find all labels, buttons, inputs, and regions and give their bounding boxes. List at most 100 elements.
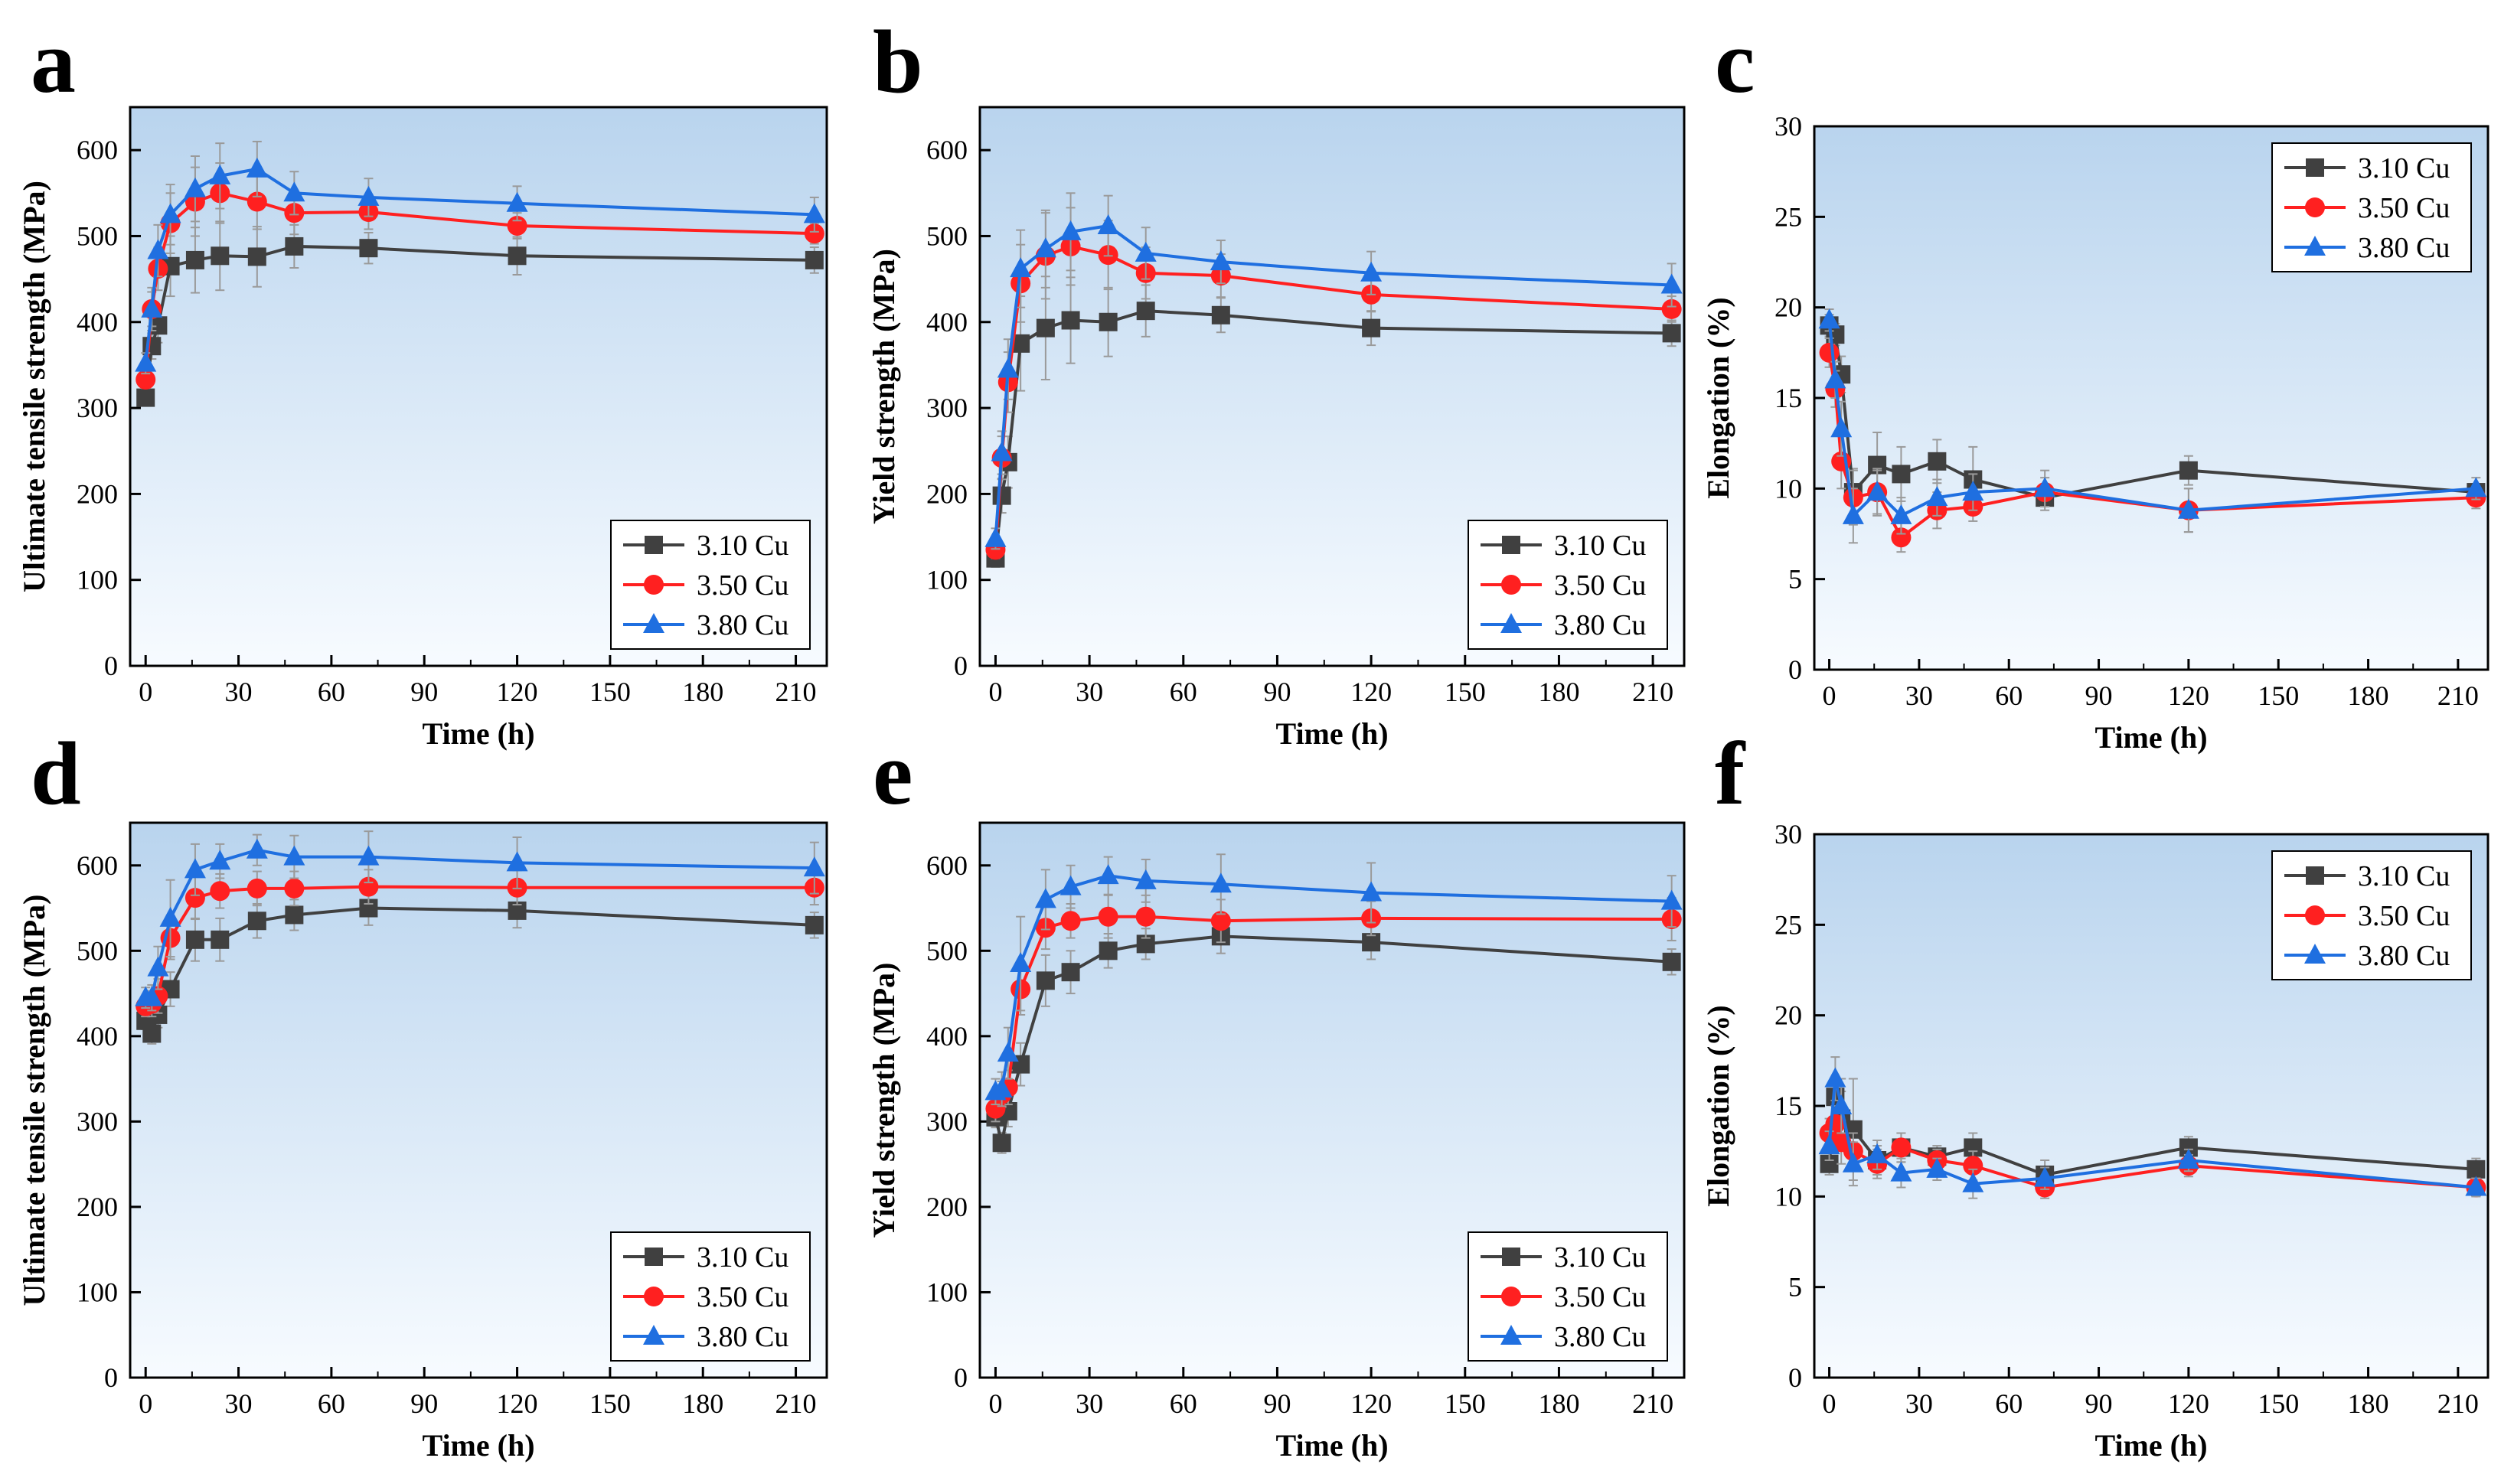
legend-label: 3.10 Cu — [1554, 1241, 1646, 1274]
y-tick-label: 100 — [926, 565, 968, 595]
data-point — [1892, 465, 1911, 484]
legend-label: 3.80 Cu — [697, 609, 788, 641]
series-3-10-cu — [136, 890, 824, 1045]
data-point — [147, 239, 169, 259]
y-tick-label: 400 — [77, 307, 118, 338]
x-tick-label: 180 — [2348, 680, 2389, 711]
legend-marker — [645, 536, 663, 554]
x-tick-label: 90 — [410, 1388, 438, 1419]
data-point — [358, 876, 379, 897]
data-point — [1211, 305, 1230, 325]
legend-marker — [1501, 575, 1521, 595]
data-point — [247, 247, 266, 266]
panel-c: c 0 30 60 90 120 150 180 210 0 5 10 15 20 25 30 Time (h)… — [1701, 11, 2490, 755]
legend-marker — [644, 575, 664, 595]
legend-label: 3.50 Cu — [2358, 900, 2450, 932]
data-point — [141, 986, 163, 1006]
y-tick-label: 0 — [954, 651, 968, 681]
x-tick-label: 120 — [1350, 1388, 1392, 1419]
y-tick-label: 200 — [77, 1192, 118, 1222]
y-tick-label: 400 — [926, 307, 968, 338]
data-point — [984, 527, 1007, 547]
legend-label: 3.80 Cu — [1554, 609, 1646, 641]
panel-letter-a: a — [31, 11, 76, 112]
panel-d: d 0 30 60 90 120 150 180 210 0 100 200 300 400 500 600 T… — [17, 723, 828, 1463]
data-point — [1891, 1137, 1912, 1158]
legend-marker — [2306, 158, 2324, 177]
plot-frame — [1813, 125, 2490, 671]
data-point — [1830, 417, 1853, 438]
data-point — [1963, 1156, 1983, 1176]
series-3-10-cu — [136, 220, 824, 407]
data-point — [2034, 1166, 2056, 1187]
y-tick-label: 0 — [104, 651, 118, 681]
legend-label: 3.10 Cu — [697, 1241, 788, 1274]
y-tick-label: 400 — [926, 1021, 968, 1052]
data-point — [1962, 1172, 1984, 1192]
data-point — [1210, 872, 1232, 893]
panel-a: a 0 30 60 90 120 150 180 210 0 100 200 300 400 500 600 T… — [17, 11, 828, 751]
legend-label: 3.80 Cu — [1554, 1321, 1646, 1353]
x-tick-label: 150 — [2258, 680, 2299, 711]
data-point — [1962, 481, 1984, 501]
x-tick-label: 120 — [2168, 1388, 2209, 1419]
data-point — [1010, 952, 1032, 973]
legend-label: 3.50 Cu — [697, 569, 788, 602]
data-point — [1061, 311, 1080, 330]
data-point — [997, 357, 1019, 378]
x-tick-label: 60 — [1995, 1388, 2023, 1419]
data-point — [1135, 241, 1157, 262]
x-tick-label: 30 — [1905, 680, 1933, 711]
data-point — [359, 239, 378, 258]
legend-label: 3.10 Cu — [1554, 530, 1646, 562]
y-tick-label: 200 — [77, 478, 118, 509]
y-tick-label: 200 — [926, 1192, 968, 1222]
x-tick-label: 30 — [1076, 677, 1103, 707]
y-tick-label: 10 — [1774, 473, 1802, 504]
legend-label: 3.10 Cu — [2358, 152, 2450, 184]
y-tick-label: 600 — [926, 850, 968, 881]
data-point — [991, 441, 1013, 462]
legend-label: 3.50 Cu — [2358, 192, 2450, 224]
y-tick-label: 300 — [77, 393, 118, 423]
legend-marker — [1502, 1248, 1520, 1266]
data-point — [507, 215, 527, 236]
data-point — [2179, 461, 2198, 480]
data-point — [1819, 342, 1840, 363]
data-point — [209, 850, 231, 870]
data-point — [210, 881, 230, 902]
panel-letter-c: c — [1715, 11, 1755, 112]
data-point — [247, 191, 267, 212]
x-tick-label: 180 — [682, 677, 723, 707]
panel-f: f 0 30 60 90 120 150 180 210 0 5 10 15 20 25 30 Time (h)… — [1701, 723, 2490, 1463]
x-tick-label: 60 — [1170, 677, 1197, 707]
x-tick-label: 0 — [988, 677, 1002, 707]
data-point — [2177, 498, 2199, 519]
y-tick-label: 600 — [77, 850, 118, 881]
y-tick-label: 600 — [926, 135, 968, 165]
data-point — [358, 845, 380, 866]
data-point — [283, 181, 305, 202]
x-tick-label: 90 — [2085, 1388, 2113, 1419]
data-point — [1891, 527, 1912, 548]
data-point — [209, 164, 231, 184]
x-tick-label: 0 — [1823, 1388, 1837, 1419]
data-point — [1036, 318, 1055, 338]
data-point — [1360, 261, 1383, 282]
x-tick-label: 30 — [1905, 1388, 1933, 1419]
y-tick-label: 20 — [1774, 292, 1802, 323]
panel-letter-d: d — [31, 723, 81, 824]
x-tick-label: 210 — [1632, 677, 1673, 707]
panel-e: e 0 30 60 90 120 150 180 210 0 100 200 300 400 500 600 T… — [867, 723, 1686, 1463]
y-tick-label: 500 — [77, 220, 118, 251]
panel-letter-f: f — [1715, 723, 1746, 824]
series-3-10-cu — [986, 918, 1681, 1154]
x-tick-label: 180 — [2348, 1388, 2389, 1419]
data-point — [285, 236, 304, 256]
data-point — [1926, 1157, 1948, 1178]
plot-frame — [129, 106, 828, 667]
legend-marker — [2305, 905, 2325, 925]
x-axis-title: Time (h) — [1275, 1428, 1388, 1463]
data-point — [358, 185, 380, 206]
x-tick-label: 180 — [1538, 1388, 1579, 1419]
